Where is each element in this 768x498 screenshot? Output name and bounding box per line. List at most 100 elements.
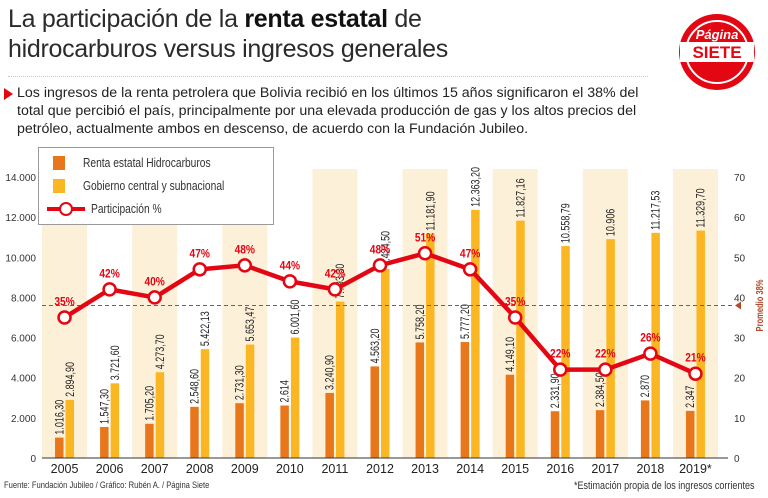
background-band bbox=[672, 169, 718, 458]
y-right-tick-label: 70 bbox=[734, 173, 746, 184]
participation-point bbox=[147, 290, 162, 305]
x-tick-label: 2012 bbox=[366, 462, 394, 476]
bar-gobierno bbox=[471, 209, 480, 458]
bar-line-chart: 0 2.000 4.000 6.000 8.000 10.000 12.000 14.000 0… bbox=[5, 167, 765, 476]
bar-renta bbox=[370, 366, 379, 458]
participation-point bbox=[102, 282, 117, 297]
participation-point bbox=[417, 246, 433, 261]
participation-point bbox=[507, 310, 523, 325]
y-right-tick-label: 60 bbox=[734, 213, 746, 224]
participation-point bbox=[598, 362, 613, 377]
participation-label: 47% bbox=[460, 248, 480, 261]
legend-line-marker-icon bbox=[47, 202, 85, 216]
title-bold: renta estatal bbox=[244, 5, 388, 33]
x-tick-label: 2007 bbox=[141, 462, 169, 476]
bar-renta bbox=[100, 426, 109, 458]
bar-label-gobierno: 10.906 bbox=[606, 208, 618, 236]
bar-renta bbox=[505, 374, 515, 458]
bar-label-gobierno: 11.329,70 bbox=[696, 188, 708, 227]
participation-point bbox=[462, 262, 478, 277]
x-tick-label: 2016 bbox=[546, 462, 574, 476]
legend-label-participacion: Participación % bbox=[91, 202, 162, 216]
bar-label-gobierno: 12.363,20 bbox=[470, 167, 482, 207]
y-left-tick-label: 6.000 bbox=[11, 334, 36, 345]
bar-gobierno bbox=[426, 233, 435, 458]
x-tick-label: 2008 bbox=[186, 462, 214, 476]
bar-gobierno bbox=[651, 232, 660, 458]
x-tick-label: 2018 bbox=[636, 462, 664, 476]
bar-label-gobierno: 11.217,53 bbox=[651, 190, 663, 229]
participation-label: 21% bbox=[685, 352, 705, 365]
bar-renta bbox=[685, 410, 695, 458]
legend-item-renta: Renta estatal Hidrocarburos bbox=[53, 154, 239, 172]
legend-swatch-renta bbox=[53, 156, 65, 170]
participation-point bbox=[237, 258, 253, 273]
bar-gobierno bbox=[110, 383, 120, 458]
bar-label-renta: 5.758,20 bbox=[415, 304, 427, 339]
bar-gobierno bbox=[155, 372, 165, 458]
x-tick-label: 2014 bbox=[456, 462, 484, 476]
participation-label: 42% bbox=[99, 268, 119, 281]
bar-label-renta: 5.777,20 bbox=[460, 304, 472, 339]
legend-label-gobierno: Gobierno central y subnacional bbox=[83, 179, 225, 193]
footnote: *Estimación propia de los ingresos corri… bbox=[574, 480, 755, 492]
bar-gobierno bbox=[245, 344, 255, 458]
bar-label-renta: 2.870 bbox=[640, 375, 652, 398]
title-line2: hidrocarburos versus ingresos generales bbox=[8, 35, 448, 63]
bar-label-gobierno: 9.424,50 bbox=[380, 231, 392, 266]
bar-label-renta: 2.384,50 bbox=[595, 372, 607, 407]
x-tick-label: 2005 bbox=[51, 462, 79, 476]
bar-gobierno bbox=[65, 399, 75, 458]
bar-renta bbox=[460, 342, 470, 458]
bar-label-gobierno: 4.273,70 bbox=[155, 334, 167, 369]
participation-label: 22% bbox=[550, 348, 570, 361]
source-note: Fuente: Fundación Jubileo / Gráfico: Rub… bbox=[4, 480, 210, 491]
bar-gobierno bbox=[516, 220, 525, 458]
y-right-tick-label: 20 bbox=[734, 374, 746, 385]
legend-label-renta: Renta estatal Hidrocarburos bbox=[83, 156, 211, 170]
participation-label: 48% bbox=[235, 244, 255, 257]
chart-title: La participación de la renta estatal de … bbox=[8, 4, 648, 64]
bar-label-gobierno: 5.653,47 bbox=[245, 306, 257, 341]
bar-renta bbox=[640, 400, 650, 458]
bar-label-renta: 1.547,30 bbox=[99, 389, 111, 424]
bar-gobierno bbox=[381, 268, 390, 458]
x-tick-label: 2017 bbox=[591, 462, 619, 476]
participation-point bbox=[643, 346, 658, 361]
x-tick-label: 2013 bbox=[411, 462, 439, 476]
bar-label-renta: 1.705,20 bbox=[144, 386, 156, 421]
bar-gobierno bbox=[696, 230, 705, 458]
participation-point bbox=[372, 258, 388, 273]
bar-label-gobierno: 6.001,60 bbox=[290, 299, 302, 334]
participation-label: 35% bbox=[505, 296, 525, 309]
bar-gobierno bbox=[290, 337, 300, 458]
y-right-tick-label: 30 bbox=[734, 334, 746, 345]
bar-renta bbox=[595, 410, 605, 458]
participation-label: 51% bbox=[415, 232, 435, 245]
bar-gobierno bbox=[335, 301, 345, 458]
title-part2: de bbox=[387, 5, 422, 33]
participation-label: 47% bbox=[190, 248, 210, 261]
bar-label-gobierno: 10.558,79 bbox=[561, 203, 573, 243]
y-left-tick-label: 12.000 bbox=[5, 213, 36, 224]
average-label: Promedio 38% bbox=[754, 279, 765, 331]
bullet-icon bbox=[4, 88, 13, 100]
participation-point bbox=[688, 366, 703, 381]
participation-label: 44% bbox=[280, 260, 300, 273]
y-left-tick-label: 4.000 bbox=[11, 374, 36, 385]
intro-paragraph: Los ingresos de la renta petrolera que B… bbox=[17, 85, 639, 137]
bar-label-renta: 4.563,20 bbox=[370, 328, 382, 363]
background-band bbox=[582, 169, 628, 458]
participation-point bbox=[327, 282, 343, 297]
bar-gobierno bbox=[561, 246, 570, 458]
bar-label-gobierno: 2.894,90 bbox=[65, 362, 77, 397]
average-arrow-icon bbox=[735, 301, 741, 310]
x-tick-label: 2019* bbox=[679, 462, 712, 476]
x-tick-label: 2006 bbox=[96, 462, 124, 476]
y-left-tick-label: 0 bbox=[30, 454, 36, 465]
logo-text-2: SIETE bbox=[692, 43, 741, 62]
pagina-siete-logo: Página SIETE bbox=[679, 14, 755, 90]
background-band bbox=[312, 169, 358, 458]
logo-text-1: Página bbox=[696, 27, 739, 42]
bar-label-renta: 1.016,30 bbox=[54, 400, 66, 435]
